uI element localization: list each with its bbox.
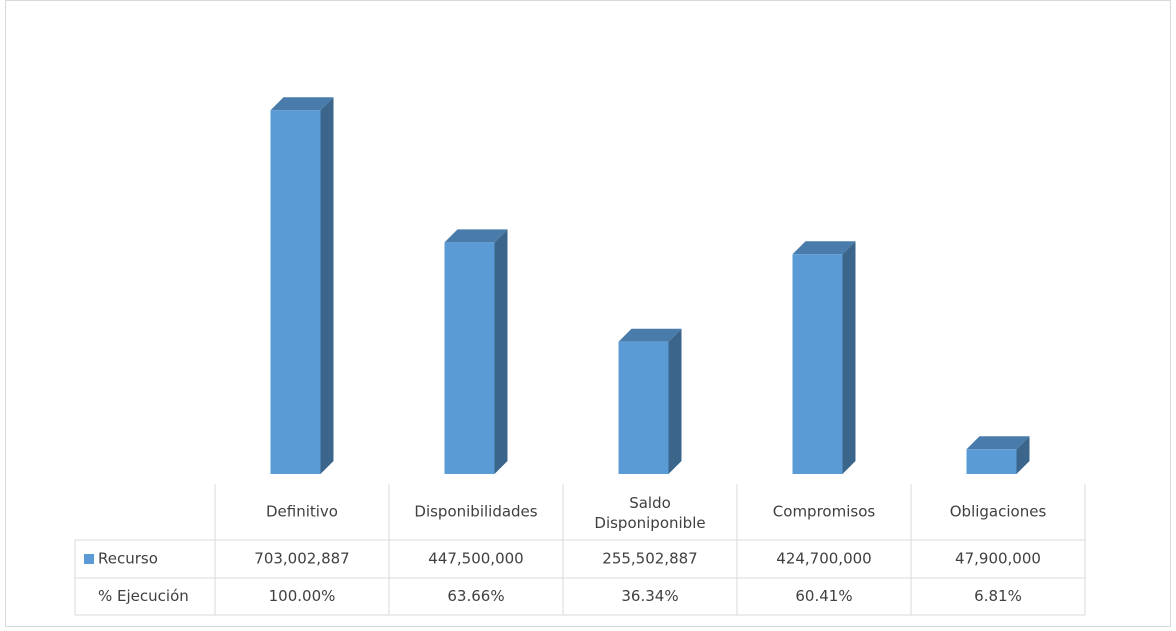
bar-side [842,241,856,474]
chart-frame [5,0,1171,627]
table-cell: 63.66% [447,587,504,605]
category-label: Disponibilidades [414,503,537,521]
bar [618,328,682,474]
bar [270,97,334,474]
bar [444,229,508,474]
bar-side [320,97,334,474]
table-cell: 703,002,887 [254,550,349,568]
table-cell: 424,700,000 [776,550,871,568]
bar-front [792,254,843,474]
row-label: % Ejecución [98,587,189,605]
table-cell: 36.34% [621,587,678,605]
category-label: Compromisos [773,503,876,521]
table-cell: 6.81% [974,587,1022,605]
table-cell: 47,900,000 [955,550,1041,568]
table-cell: 100.00% [269,587,336,605]
legend-key [84,554,94,564]
bar-front [444,242,495,474]
bar-top [792,241,856,255]
bar [966,436,1030,474]
category-label: Obligaciones [950,503,1047,521]
table-cell: 255,502,887 [602,550,697,568]
bar-top [966,436,1030,450]
category-label: Saldo Disponiponible [594,494,705,532]
bar-side [494,229,508,474]
bar-top [618,328,682,342]
bar-front [270,110,321,474]
table-cell: 60.41% [795,587,852,605]
legend-label: Recurso [98,550,158,568]
table-cell: 447,500,000 [428,550,523,568]
bar-side [1016,436,1030,474]
bar-top [444,229,508,243]
bar-side [668,328,682,474]
bar-front [966,449,1017,474]
bar-front [618,341,669,474]
category-label: Definitivo [266,503,338,521]
bar-top [270,97,334,111]
bar [792,241,856,474]
